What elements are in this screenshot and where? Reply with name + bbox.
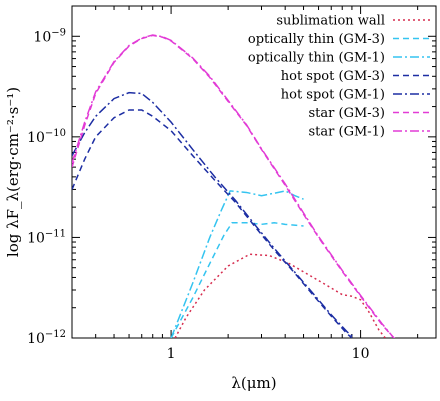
series-layer: [72, 34, 396, 338]
series-line: [170, 221, 304, 338]
legend-label: sublimation wall: [276, 14, 385, 29]
y-tick-label: 10−11: [27, 228, 66, 246]
x-axis-label: λ(μm): [231, 374, 276, 392]
x-tick-label: 10: [352, 346, 370, 362]
series-line: [72, 91, 356, 338]
y-axis-label: log λF_λ(erg·cm⁻²·s⁻¹): [4, 87, 22, 257]
legend-label: star (GM-1): [309, 125, 386, 140]
axis-ticks: 1 10 10−12 10−11 10−10 10−9: [27, 5, 436, 362]
series-line: [174, 253, 386, 338]
legend-label: hot spot (GM-3): [281, 69, 385, 84]
y-tick-label: 10−12: [27, 329, 66, 347]
series-line: [72, 34, 396, 338]
legend-label: optically thin (GM-3): [248, 32, 385, 47]
legend-label: hot spot (GM-1): [281, 88, 385, 103]
x-tick-label: 1: [167, 346, 176, 362]
legend-label: star (GM-3): [309, 106, 386, 121]
series-line: [170, 190, 304, 338]
legend: sublimation wall optically thin (GM-3) opt…: [248, 14, 430, 140]
y-tick-label: 10−9: [33, 27, 66, 45]
legend-label: optically thin (GM-1): [248, 51, 385, 66]
plot-frame: [71, 5, 437, 339]
y-tick-label: 10−10: [27, 128, 66, 146]
